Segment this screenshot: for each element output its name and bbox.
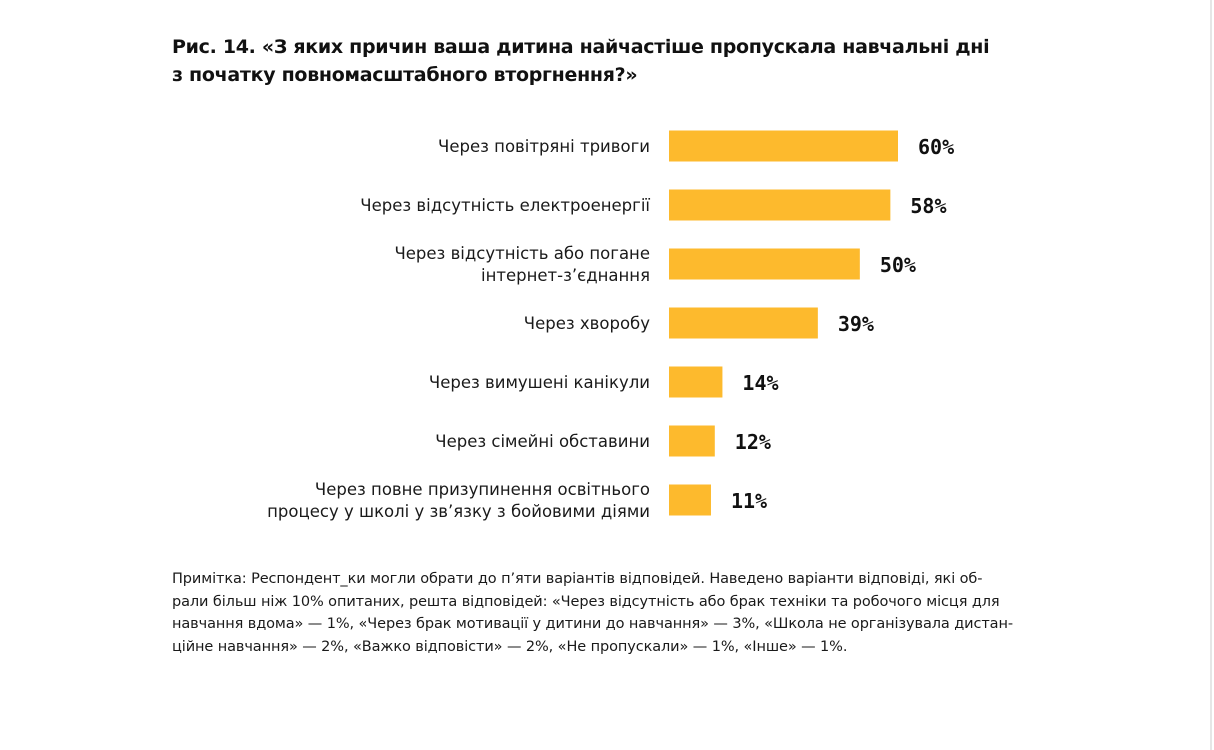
bar-2 [669,189,891,221]
value-label-7: 11% [731,489,767,513]
note-line-3: навчання вдома» — 1%, «Через брак мотива… [172,616,1013,632]
value-label-1: 60% [918,135,954,159]
value-label-4: 39% [838,312,874,336]
note-line-2: рали більш ніж 10% опитаних, решта відпо… [172,593,1000,610]
note-line-1: Примітка: Респондент_ки могли обрати до … [172,571,983,587]
page-edge-rule [1210,0,1212,750]
figure-title-line-2: з початку повномасштабного вторгнення?» [172,64,638,86]
category-label-1: Через повітряні тривоги [438,137,650,156]
bar-5 [669,366,723,398]
category-label-3-line-1: Через відсутність або погане [394,244,650,263]
category-label-5: Через вимушені канікули [429,373,650,392]
bar-chart: Через повітряні тривоги 60% Через відсутні… [267,130,954,521]
category-label-7-line-1: Через повне призупинення освітнього [315,480,650,499]
figure-title-line-1: Рис. 14. «З яких причин ваша дитина найч… [172,36,990,58]
category-label-7-line-2: процесу у школі у зв’язку з бойовими дія… [267,502,650,521]
value-label-3: 50% [880,253,916,277]
bar-6 [669,425,715,457]
figure-title: Рис. 14. «З яких причин ваша дитина найч… [172,33,992,89]
category-label-3-line-2: інтернет-з’єднання [481,266,650,285]
category-label-6: Через сімейні обставини [435,432,650,451]
category-label-2: Через відсутність електроенергії [360,196,650,215]
bar-7 [669,484,711,516]
value-label-6: 12% [735,430,771,454]
figure-note: Примітка: Респондент_ки могли обрати до … [172,568,1052,658]
note-line-4: ційне навчання» — 2%, «Важко відповісти»… [172,638,848,655]
bar-4 [669,307,818,339]
bar-3 [669,248,860,280]
value-label-5: 14% [742,371,778,395]
bar-1 [669,130,898,162]
category-label-4: Через хворобу [524,314,650,333]
value-label-2: 58% [910,194,946,218]
